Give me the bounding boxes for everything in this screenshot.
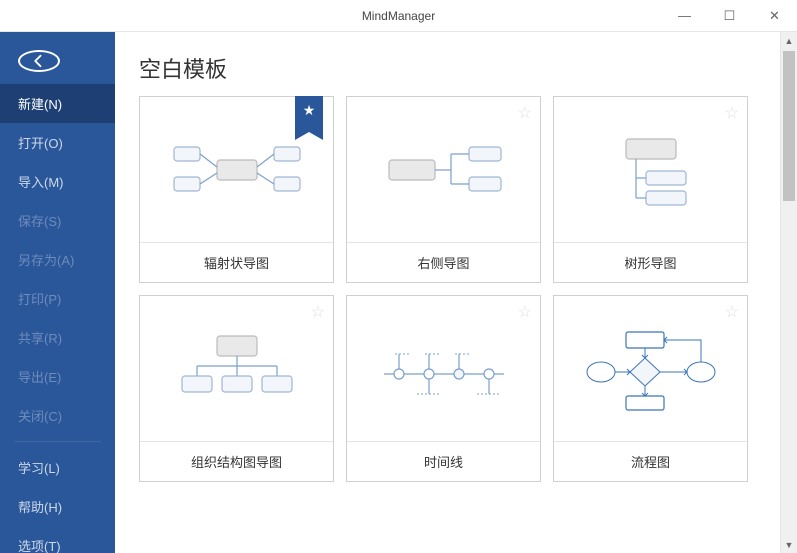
back-arrow-icon [30, 52, 48, 70]
sidebar-item[interactable]: 打开(O) [0, 123, 115, 162]
template-card[interactable]: ★ 辐射状导图 [139, 96, 334, 283]
app-title: MindManager [362, 9, 435, 23]
scroll-track[interactable] [781, 49, 797, 536]
template-preview: ☆ [347, 296, 540, 441]
template-card[interactable]: ☆ 组织结构图导图 [139, 295, 334, 482]
scroll-up-arrow-icon[interactable]: ▲ [781, 32, 797, 49]
template-preview: ★ [140, 97, 333, 242]
sidebar-item[interactable]: 另存为(A) [0, 240, 115, 279]
favorite-outline-icon[interactable]: ☆ [725, 302, 739, 322]
close-button[interactable]: ✕ [752, 0, 797, 31]
template-card[interactable]: ☆ 树形导图 [553, 96, 748, 283]
template-preview: ☆ [554, 97, 747, 242]
sidebar-item[interactable]: 打印(P) [0, 279, 115, 318]
window-controls: — ☐ ✕ [662, 0, 797, 31]
vertical-scrollbar[interactable]: ▲ ▼ [780, 32, 797, 553]
favorite-outline-icon[interactable]: ☆ [311, 302, 325, 322]
star-icon: ★ [303, 102, 316, 119]
sidebar-item[interactable]: 导出(E) [0, 357, 115, 396]
template-label: 流程图 [554, 441, 747, 481]
sidebar: 新建(N)打开(O)导入(M)保存(S)另存为(A)打印(P)共享(R)导出(E… [0, 32, 115, 553]
favorite-ribbon: ★ [295, 96, 323, 132]
template-label: 辐射状导图 [140, 242, 333, 282]
template-label: 右侧导图 [347, 242, 540, 282]
sidebar-divider [14, 441, 101, 442]
favorite-outline-icon[interactable]: ☆ [518, 103, 532, 123]
content-area: 空白模板 ★ 辐射状导图 ☆ 右侧导图 ☆ 树形导图 ☆ 组织结构图导图 ☆ [115, 32, 797, 553]
scroll-down-arrow-icon[interactable]: ▼ [781, 536, 797, 553]
section-title: 空白模板 [139, 52, 773, 84]
sidebar-item[interactable]: 学习(L) [0, 448, 115, 487]
sidebar-item[interactable]: 新建(N) [0, 84, 115, 123]
back-button[interactable] [18, 50, 60, 72]
sidebar-item[interactable]: 关闭(C) [0, 396, 115, 435]
template-preview: ☆ [554, 296, 747, 441]
template-preview: ☆ [140, 296, 333, 441]
sidebar-item[interactable]: 选项(T) [0, 526, 115, 553]
sidebar-item[interactable]: 共享(R) [0, 318, 115, 357]
minimize-button[interactable]: — [662, 0, 707, 31]
title-bar: MindManager — ☐ ✕ [0, 0, 797, 32]
maximize-button[interactable]: ☐ [707, 0, 752, 31]
template-preview: ☆ [347, 97, 540, 242]
template-grid: ★ 辐射状导图 ☆ 右侧导图 ☆ 树形导图 ☆ 组织结构图导图 ☆ 时间线 [139, 96, 773, 482]
favorite-outline-icon[interactable]: ☆ [518, 302, 532, 322]
template-label: 时间线 [347, 441, 540, 481]
sidebar-item[interactable]: 保存(S) [0, 201, 115, 240]
favorite-outline-icon[interactable]: ☆ [725, 103, 739, 123]
template-card[interactable]: ☆ 右侧导图 [346, 96, 541, 283]
scroll-thumb[interactable] [783, 51, 795, 201]
template-label: 树形导图 [554, 242, 747, 282]
sidebar-item[interactable]: 帮助(H) [0, 487, 115, 526]
template-card[interactable]: ☆ 流程图 [553, 295, 748, 482]
template-label: 组织结构图导图 [140, 441, 333, 481]
template-card[interactable]: ☆ 时间线 [346, 295, 541, 482]
sidebar-item[interactable]: 导入(M) [0, 162, 115, 201]
